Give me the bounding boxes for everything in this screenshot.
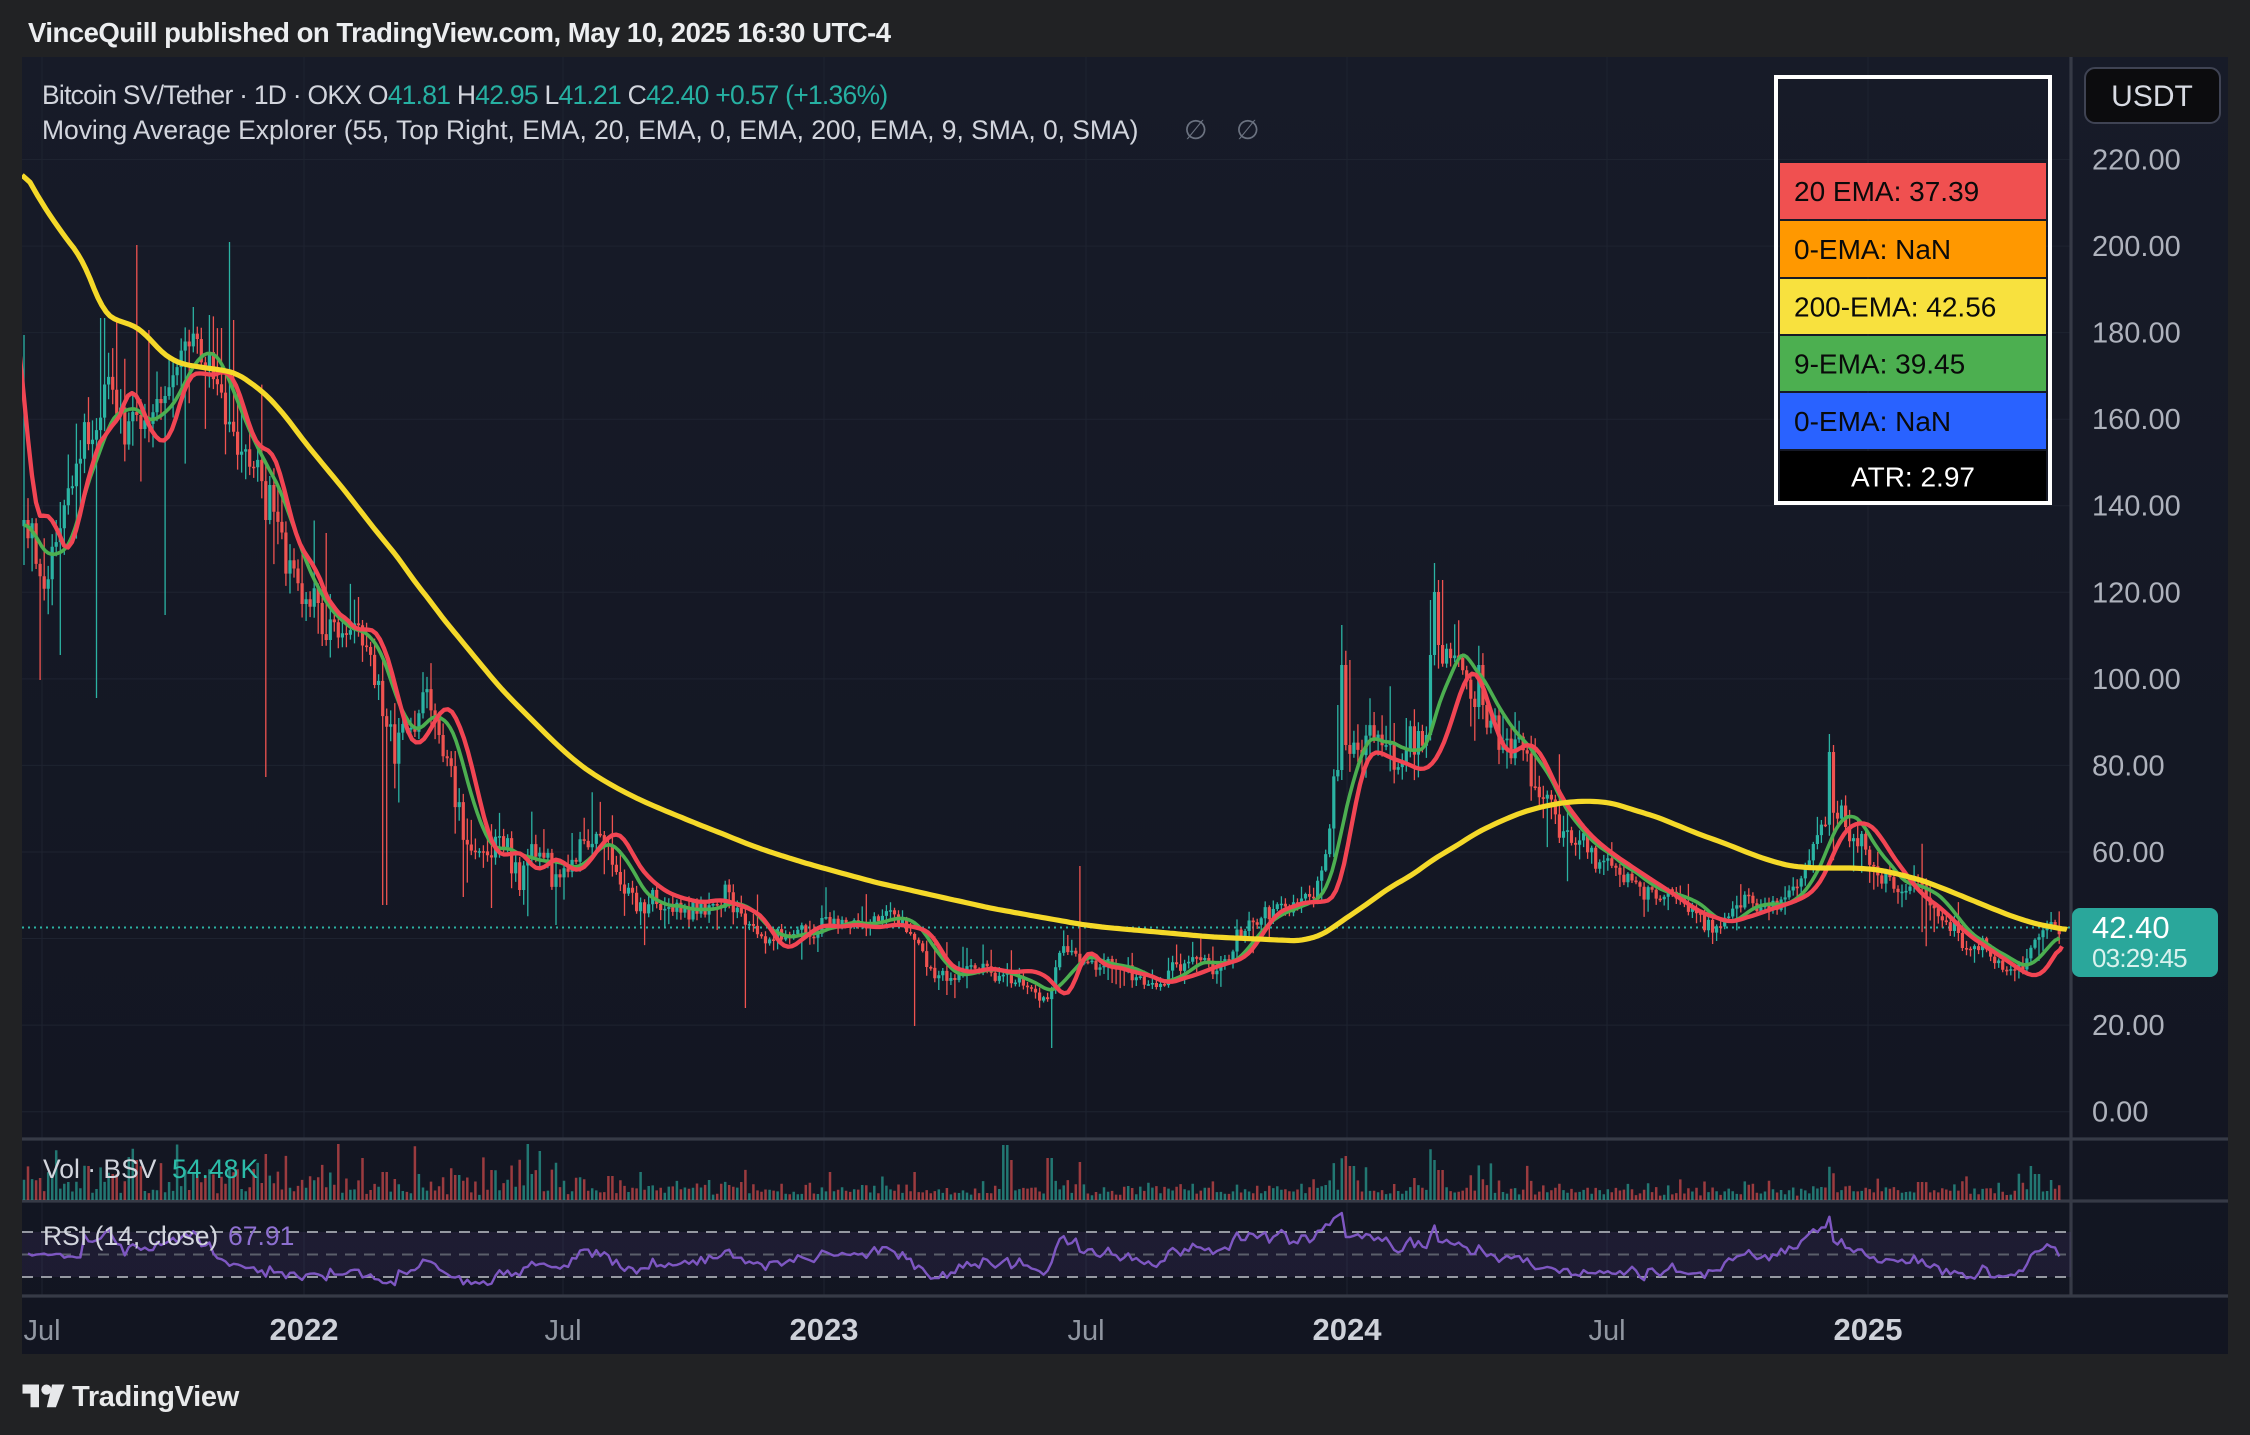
svg-text:03:29:45: 03:29:45 bbox=[2092, 943, 2187, 973]
svg-text:20.00: 20.00 bbox=[2092, 1010, 2165, 1042]
svg-text:54.48 K: 54.48 K bbox=[172, 1154, 259, 1184]
svg-text:Moving Average Explorer (55, T: Moving Average Explorer (55, Top Right, … bbox=[42, 115, 1138, 145]
svg-text:67.91: 67.91 bbox=[228, 1221, 294, 1251]
svg-text:VinceQuill published on Tradin: VinceQuill published on TradingView.com,… bbox=[28, 17, 892, 48]
svg-text:Jul: Jul bbox=[1067, 1315, 1104, 1347]
svg-text:RSI (14, close): RSI (14, close) bbox=[43, 1221, 218, 1251]
svg-text:60.00: 60.00 bbox=[2092, 837, 2165, 869]
svg-text:180.00: 180.00 bbox=[2092, 318, 2181, 350]
svg-text:42.40: 42.40 bbox=[2092, 910, 2170, 945]
svg-text:220.00: 220.00 bbox=[2092, 145, 2181, 177]
svg-text:0-EMA: NaN: 0-EMA: NaN bbox=[1794, 234, 1951, 265]
svg-text:2025: 2025 bbox=[1834, 1312, 1903, 1347]
svg-text:9-EMA: 39.45: 9-EMA: 39.45 bbox=[1794, 349, 1965, 380]
svg-text:200-EMA: 42.56: 200-EMA: 42.56 bbox=[1794, 292, 1996, 323]
svg-text:2024: 2024 bbox=[1313, 1312, 1383, 1347]
svg-text:Jul: Jul bbox=[544, 1315, 581, 1347]
svg-text:0.00: 0.00 bbox=[2092, 1097, 2148, 1129]
svg-text:200.00: 200.00 bbox=[2092, 231, 2181, 263]
svg-text:Jul: Jul bbox=[1588, 1315, 1625, 1347]
svg-text:100.00: 100.00 bbox=[2092, 664, 2181, 696]
svg-text:120.00: 120.00 bbox=[2092, 577, 2181, 609]
svg-text:TradingView: TradingView bbox=[72, 1381, 240, 1413]
svg-text:2023: 2023 bbox=[790, 1312, 859, 1347]
svg-text:USDT: USDT bbox=[2111, 80, 2193, 113]
svg-text:2022: 2022 bbox=[270, 1312, 339, 1347]
svg-text:Vol · BSV: Vol · BSV bbox=[43, 1154, 157, 1184]
svg-text:Jul: Jul bbox=[23, 1315, 60, 1347]
svg-text:∅: ∅ bbox=[1184, 115, 1208, 145]
svg-text:80.00: 80.00 bbox=[2092, 750, 2165, 782]
svg-text:ATR: 2.97: ATR: 2.97 bbox=[1851, 462, 1975, 493]
svg-text:160.00: 160.00 bbox=[2092, 404, 2181, 436]
svg-text:0-EMA: NaN: 0-EMA: NaN bbox=[1794, 406, 1951, 437]
svg-text:∅: ∅ bbox=[1236, 115, 1260, 145]
svg-text:20 EMA: 37.39: 20 EMA: 37.39 bbox=[1794, 176, 1979, 207]
svg-text:Bitcoin SV/Tether · 1D · OKX: Bitcoin SV/Tether · 1D · OKX O41.81 H42.… bbox=[42, 80, 887, 110]
svg-text:140.00: 140.00 bbox=[2092, 491, 2181, 523]
